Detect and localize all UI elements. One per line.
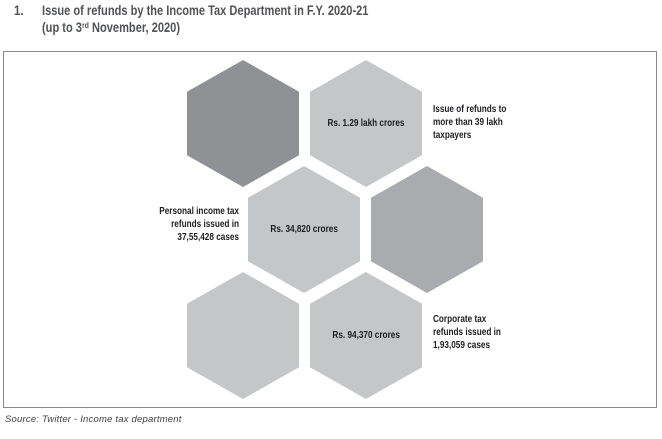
annotation-taxpayers: Issue of refunds to more than 39 lakh ta… bbox=[433, 104, 507, 141]
infographic-panel: Rs. 1.29 lakh crores Rs. 34,820 crores R… bbox=[3, 51, 657, 408]
hexagon-middle-right bbox=[371, 166, 483, 293]
hexagon-bottom-center: Rs. 94,370 crores bbox=[310, 272, 422, 399]
figure-title-line1: Issue of refunds by the Income Tax Depar… bbox=[42, 3, 369, 18]
title-line2-superscript: rd bbox=[81, 20, 89, 30]
hexagon-middle-center-label: Rs. 34,820 crores bbox=[270, 224, 338, 235]
annotation-personal-income-tax: Personal income tax refunds issued in 37… bbox=[159, 206, 239, 243]
annotation-corporate-tax: Corporate tax refunds issued in 1,93,059… bbox=[433, 314, 501, 351]
title-line2-prefix: (up to 3 bbox=[42, 20, 82, 35]
hexagon-middle-center: Rs. 34,820 crores bbox=[248, 166, 360, 293]
hexagon-top-left bbox=[187, 60, 299, 187]
source-caption: Source: Twitter - Income tax department bbox=[5, 414, 182, 425]
hexagon-top-center: Rs. 1.29 lakh crores bbox=[310, 60, 422, 187]
hexagon-bottom-left bbox=[187, 272, 299, 399]
figure-heading: Issue of refunds by the Income Tax Depar… bbox=[42, 2, 440, 36]
figure-title-line2: (up to 3rd November, 2020) bbox=[42, 19, 368, 36]
title-line2-suffix: November, 2020) bbox=[88, 20, 181, 35]
figure-number: 1. bbox=[14, 3, 24, 18]
hexagon-bottom-center-label: Rs. 94,370 crores bbox=[332, 330, 400, 341]
hexagon-top-center-label: Rs. 1.29 lakh crores bbox=[327, 118, 405, 129]
